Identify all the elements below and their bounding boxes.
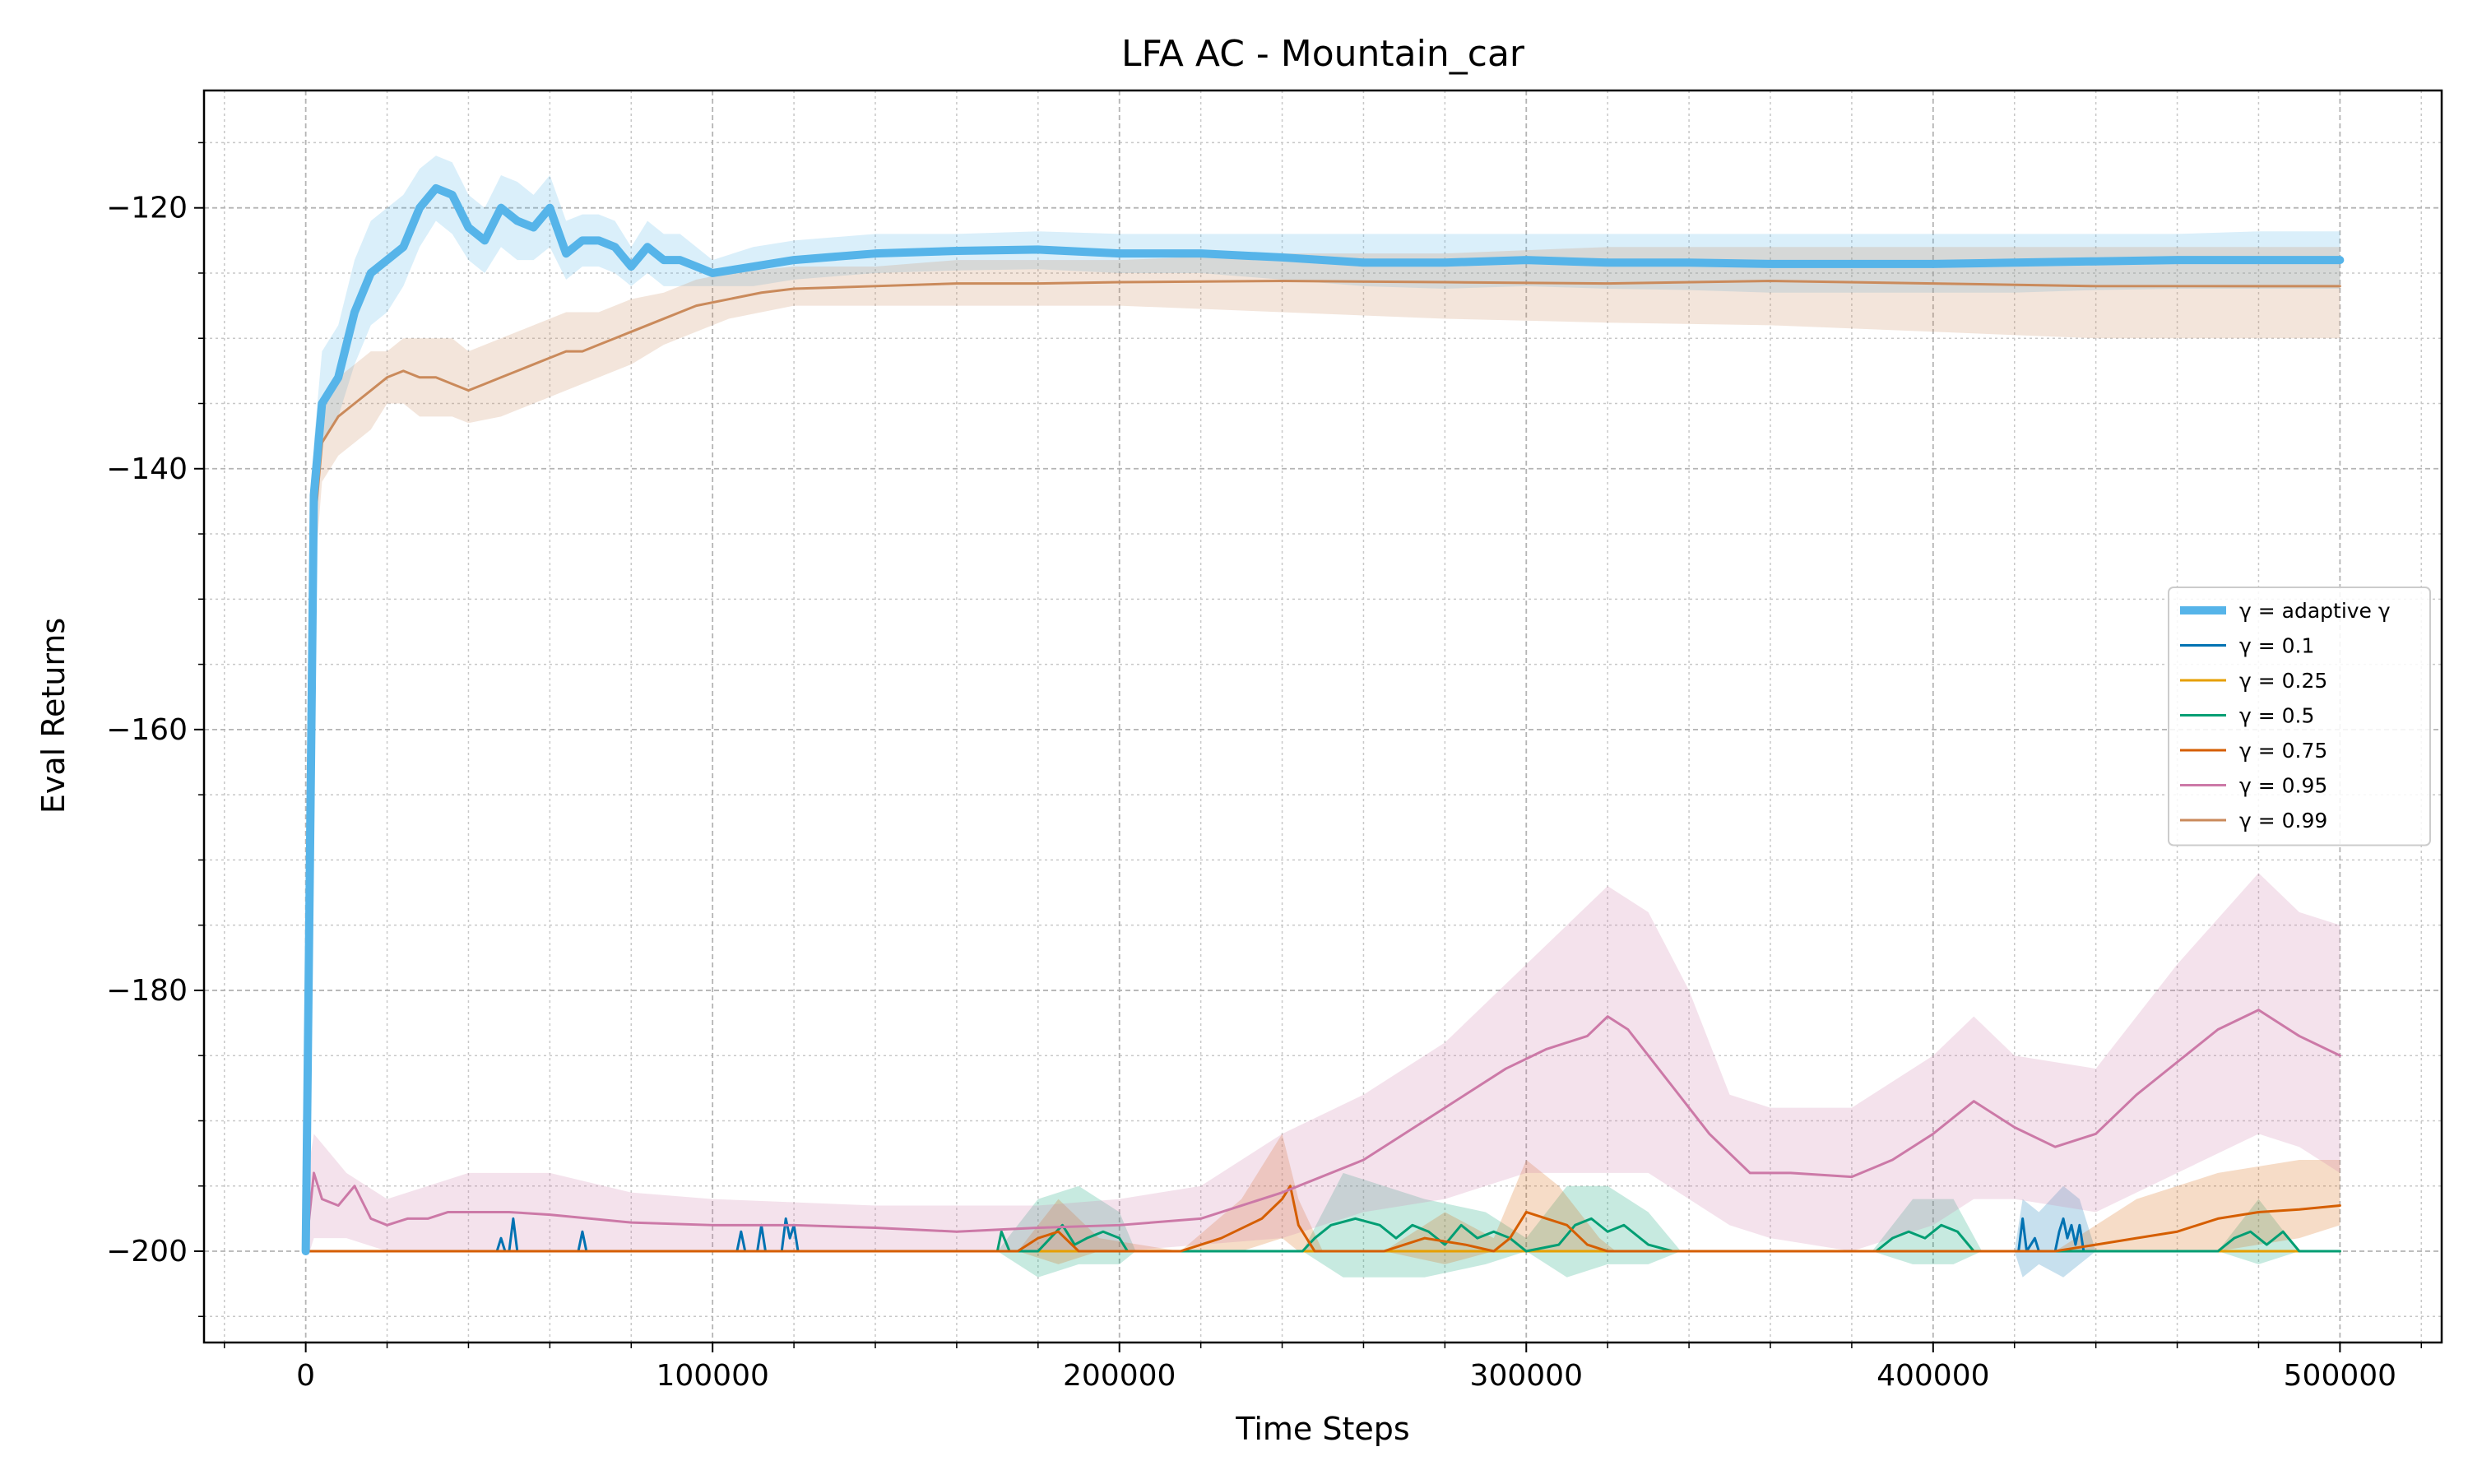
line-gamma-095	[304, 1009, 2341, 1253]
band-gamma-095	[305, 873, 2340, 1252]
legend-label: γ = 0.5	[2239, 704, 2314, 728]
band-gamma-adaptive	[305, 155, 2340, 1252]
legend-label: γ = 0.75	[2239, 739, 2327, 763]
legend: γ = adaptive γ γ = 0.1 γ = 0.25 γ = 0.5 γ = …	[2168, 587, 2431, 846]
chart-title: LFA AC - Mountain_car	[1121, 33, 1525, 75]
legend-label: γ = 0.1	[2239, 634, 2314, 658]
x-tick-label: 500000	[2284, 1359, 2396, 1393]
x-tick-label: 300000	[1470, 1359, 1583, 1393]
line-gamma-01	[304, 1217, 2341, 1253]
x-tick-label: 0	[296, 1359, 315, 1393]
x-axis-label: Time Steps	[1235, 1411, 1409, 1447]
legend-box	[2168, 587, 2431, 846]
legend-label: γ = 0.99	[2239, 809, 2327, 832]
x-tick-label: 100000	[656, 1359, 768, 1393]
line-gamma-099	[304, 279, 2341, 1253]
x-tick-label: 200000	[1063, 1359, 1176, 1393]
y-tick-label: −160	[106, 713, 188, 747]
plot-frame	[202, 89, 2443, 1344]
line-layer	[301, 183, 2345, 1256]
band-layer	[305, 155, 2340, 1278]
band-gamma-05	[305, 1172, 2340, 1278]
axes-layer: 0 100000 200000 300000 400000 500000 −200 −180 −…	[106, 89, 2443, 1393]
y-tick-label: −180	[106, 974, 188, 1008]
y-tick-label: −120	[106, 192, 188, 225]
y-tick-label: −200	[106, 1235, 188, 1268]
legend-label: γ = 0.25	[2239, 669, 2327, 693]
line-gamma-adaptive	[301, 183, 2345, 1256]
line-gamma-05	[304, 1217, 2341, 1253]
legend-label: γ = adaptive γ	[2239, 599, 2391, 623]
x-tick-label: 400000	[1877, 1359, 1989, 1393]
band-gamma-099	[305, 247, 2340, 1252]
y-axis-label: Eval Returns	[35, 618, 72, 814]
y-tick-label: −140	[106, 452, 188, 486]
legend-label: γ = 0.95	[2239, 774, 2327, 798]
line-gamma-075	[304, 1185, 2341, 1253]
